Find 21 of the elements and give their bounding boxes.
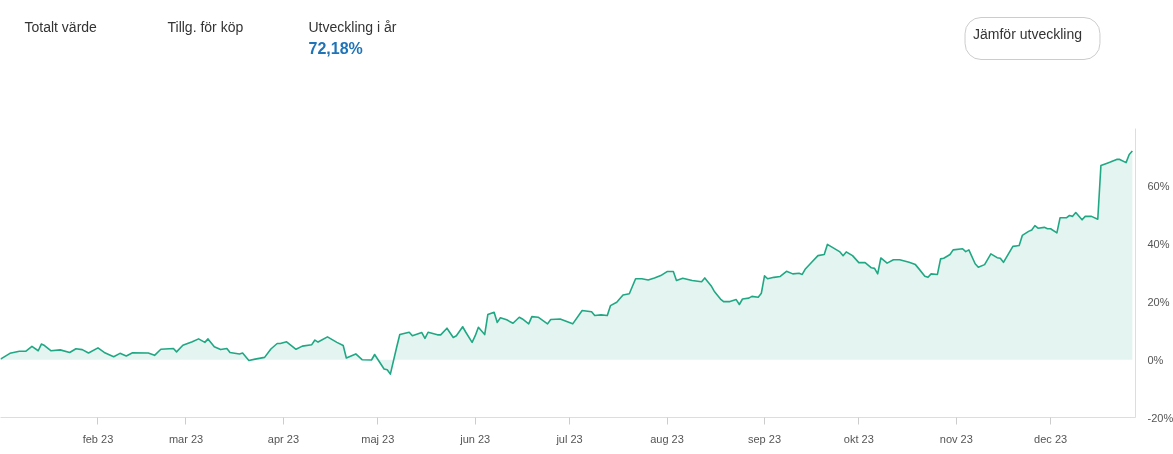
x-tick-label: nov 23 (939, 432, 973, 445)
text: Totalt värde (24, 18, 98, 35)
x-tick-label: aug 23 (650, 432, 684, 445)
y-tick-label: 20% (1147, 295, 1170, 308)
x-tick-label: jul 23 (555, 432, 583, 445)
chart-title: Utveckling i år (308, 18, 397, 35)
x-tick-label: mar 23 (168, 432, 204, 445)
x-tick-label: apr 23 (267, 432, 300, 445)
y-tick-label: 0% (1147, 353, 1164, 366)
x-tick-label: maj 23 (361, 432, 395, 445)
y-tick-label: 60% (1147, 180, 1170, 193)
text: Jämför utveckling (973, 25, 1082, 42)
x-tick-label: sep 23 (747, 432, 782, 445)
x-tick-label: dec 23 (1034, 432, 1068, 445)
y-tick-label: 40% (1147, 238, 1170, 251)
x-tick-label: jun 23 (459, 432, 491, 445)
x-tick-label: feb 23 (82, 432, 114, 445)
text: Tillg. för köp (167, 18, 244, 35)
chart-subtitle: 72,18% (308, 40, 363, 57)
x-tick-label: okt 23 (843, 432, 874, 445)
y-tick-label: -20% (1147, 411, 1173, 424)
